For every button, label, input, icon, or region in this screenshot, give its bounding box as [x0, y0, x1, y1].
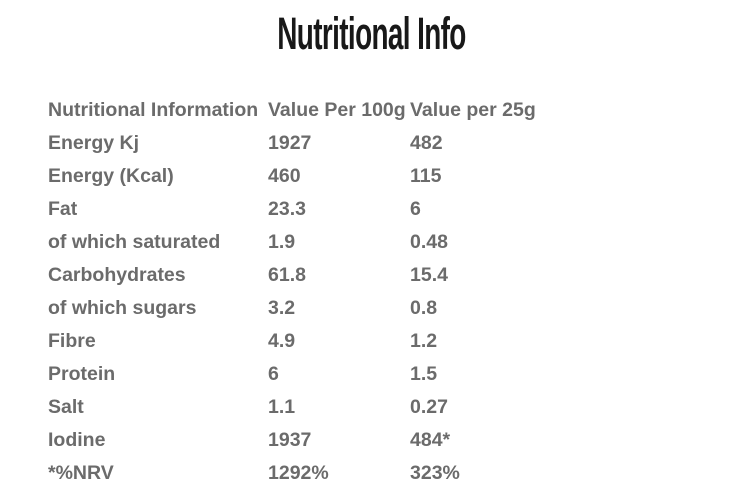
- value-per-25g: 0.27: [410, 396, 448, 418]
- value-per-100g: 3.2: [268, 297, 296, 319]
- value-per-100g: 1.9: [268, 231, 296, 253]
- value-per-100g: 460: [268, 165, 301, 187]
- row-label: of which saturated: [48, 231, 221, 253]
- value-per-25g: 484*: [410, 429, 451, 451]
- header-value-per-25g: Value per 25g: [410, 99, 536, 121]
- table-header-row: Nutritional Information Value Per 100g V…: [48, 94, 708, 127]
- table-row-energy-kcal: Energy (Kcal) 460 115: [48, 160, 708, 193]
- value-per-25g: 115: [410, 165, 442, 187]
- value-per-25g: 323%: [410, 462, 460, 484]
- row-label: Fat: [48, 198, 78, 220]
- value-per-25g: 1.2: [410, 330, 438, 352]
- value-per-25g: 0.48: [410, 231, 448, 253]
- table-row-iodine: Iodine 1937 484*: [48, 424, 708, 457]
- value-per-100g: 1927: [268, 132, 312, 154]
- nutritional-info-page: Nutritional Info Nutritional Information…: [0, 10, 743, 489]
- table-row-nrv: *%NRV 1292% 323%: [48, 457, 708, 489]
- nutrition-table: Nutritional Information Value Per 100g V…: [48, 94, 708, 489]
- value-per-100g: 61.8: [268, 264, 306, 286]
- row-label: Energy (Kcal): [48, 165, 174, 187]
- value-per-25g: 6: [410, 198, 421, 220]
- value-per-100g: 1937: [268, 429, 312, 451]
- value-per-100g: 1292%: [268, 462, 329, 484]
- header-value-per-100g: Value Per 100g: [268, 99, 406, 121]
- table-row-salt: Salt 1.1 0.27: [48, 391, 708, 424]
- row-label: Protein: [48, 363, 116, 385]
- table-row-saturated: of which saturated 1.9 0.48: [48, 226, 708, 259]
- row-label: Energy Kj: [48, 132, 140, 154]
- value-per-25g: 0.8: [410, 297, 438, 319]
- table-row-carbohydrates: Carbohydrates 61.8 15.4: [48, 259, 708, 292]
- value-per-100g: 23.3: [268, 198, 306, 220]
- value-per-25g: 1.5: [410, 363, 438, 385]
- table-row-sugars: of which sugars 3.2 0.8: [48, 292, 708, 325]
- row-label: Iodine: [48, 429, 106, 451]
- value-per-25g: 482: [410, 132, 443, 154]
- page-title: Nutritional Info: [277, 8, 466, 59]
- value-per-100g: 6: [268, 363, 279, 385]
- row-label: Carbohydrates: [48, 264, 186, 286]
- row-label: of which sugars: [48, 297, 197, 319]
- row-label: Fibre: [48, 330, 96, 352]
- table-row-fat: Fat 23.3 6: [48, 193, 708, 226]
- value-per-25g: 15.4: [410, 264, 448, 286]
- table-row-energy-kj: Energy Kj 1927 482: [48, 127, 708, 160]
- row-label: *%NRV: [48, 462, 114, 484]
- value-per-100g: 1.1: [268, 396, 296, 418]
- table-row-protein: Protein 6 1.5: [48, 358, 708, 391]
- row-label: Salt: [48, 396, 84, 418]
- header-nutritional-information: Nutritional Information: [48, 99, 259, 121]
- value-per-100g: 4.9: [268, 330, 296, 352]
- table-row-fibre: Fibre 4.9 1.2: [48, 325, 708, 358]
